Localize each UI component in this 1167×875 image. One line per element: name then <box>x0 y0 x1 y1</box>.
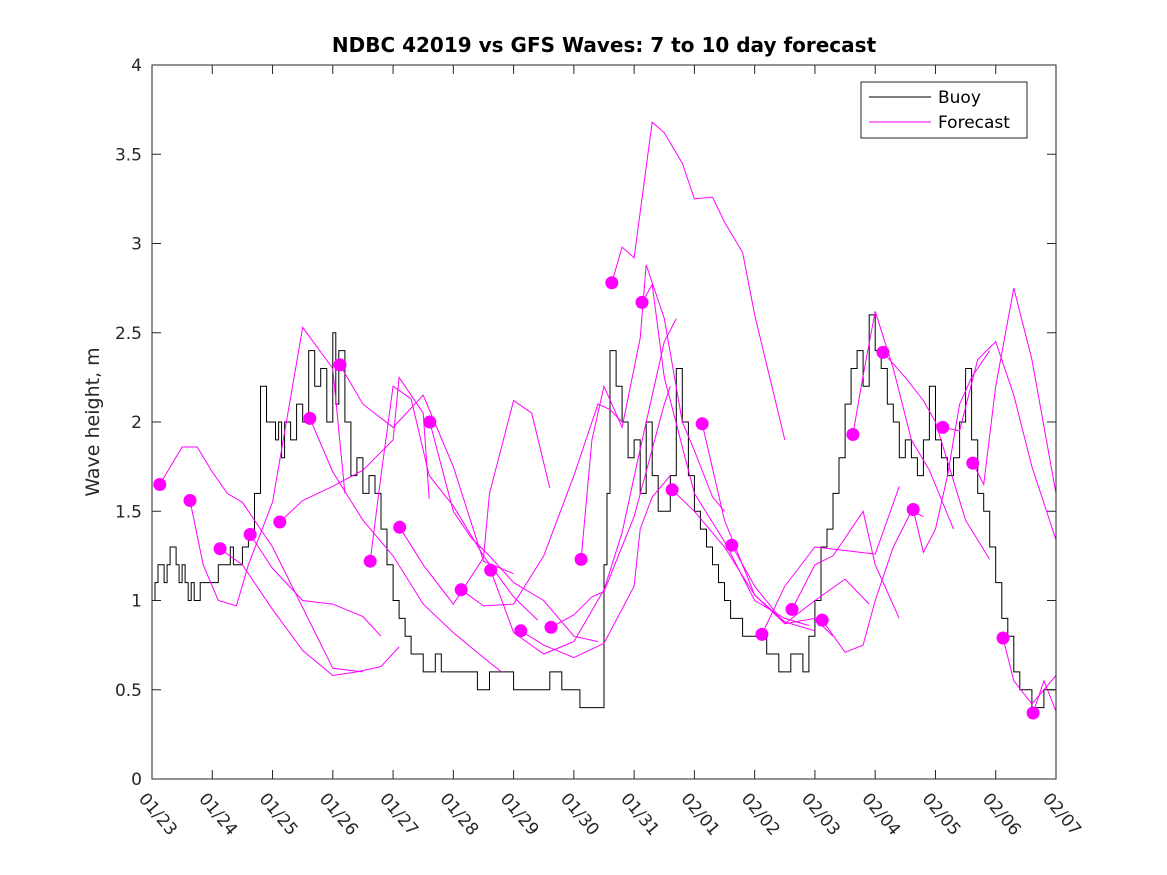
forecast-line-14 <box>550 386 671 628</box>
forecast-line-6 <box>309 418 502 673</box>
y-tick-label: 1.5 <box>115 502 142 522</box>
forecast-line-9 <box>399 399 551 605</box>
forecast-line-10 <box>429 421 599 643</box>
forecast-start-marker-22 <box>785 602 799 616</box>
forecast-start-marker-3 <box>213 542 227 556</box>
forecast-start-marker-29 <box>996 631 1010 645</box>
legend-label-buoy: Buoy <box>938 88 981 108</box>
forecast-start-marker-1 <box>153 478 167 491</box>
forecast-start-marker-19 <box>695 417 709 431</box>
forecast-line-21 <box>761 486 900 635</box>
forecast-start-marker-30 <box>1026 706 1040 720</box>
forecast-line-11 <box>460 403 623 607</box>
forecast-start-marker-10 <box>423 415 437 429</box>
forecast-start-marker-18 <box>665 483 679 497</box>
forecast-line-12 <box>490 318 677 655</box>
y-tick-label: 3 <box>131 235 142 255</box>
y-tick-label: 4 <box>131 56 142 76</box>
forecast-line-13 <box>520 475 671 659</box>
forecast-line-18 <box>671 489 816 632</box>
forecast-start-marker-16 <box>605 276 619 290</box>
forecast-start-marker-8 <box>363 554 377 568</box>
y-tick-label: 2.5 <box>115 324 142 344</box>
forecast-line-16 <box>611 121 786 441</box>
forecast-start-marker-15 <box>574 552 588 566</box>
forecast-start-marker-6 <box>303 411 317 425</box>
forecast-line-28 <box>972 287 1056 494</box>
chart-title: NDBC 42019 vs GFS Waves: 7 to 10 day for… <box>332 33 877 57</box>
forecast-start-marker-17 <box>635 295 649 309</box>
forecast-line-8 <box>369 385 539 621</box>
forecast-start-marker-24 <box>846 428 860 441</box>
forecast-line-15 <box>580 264 725 560</box>
forecast-start-marker-13 <box>514 624 528 638</box>
forecast-line-27 <box>942 340 1056 540</box>
forecast-start-marker-28 <box>966 456 980 470</box>
forecast-line-3 <box>219 548 400 677</box>
forecast-start-marker-25 <box>876 345 890 359</box>
buoy-line <box>152 314 1056 709</box>
forecast-start-marker-27 <box>936 420 950 434</box>
forecast-start-marker-26 <box>906 503 920 516</box>
forecast-start-marker-23 <box>815 613 829 627</box>
series-layer <box>152 121 1056 720</box>
forecast-line-24 <box>852 311 954 530</box>
forecast-start-marker-7 <box>333 358 347 372</box>
y-tick-label: 0.5 <box>115 681 142 701</box>
forecast-start-marker-14 <box>544 620 558 634</box>
forecast-start-marker-5 <box>273 515 287 529</box>
forecast-line-29 <box>1002 637 1056 705</box>
y-tick-label: 2 <box>131 413 142 433</box>
y-tick-label: 1 <box>131 592 142 612</box>
forecast-start-marker-9 <box>393 520 407 534</box>
forecast-line-25 <box>882 352 991 560</box>
forecast-start-marker-11 <box>454 583 468 597</box>
forecast-start-marker-12 <box>484 563 498 577</box>
forecast-line-4 <box>249 534 382 637</box>
forecast-start-marker-20 <box>725 538 739 552</box>
forecast-line-20 <box>731 544 870 625</box>
forecast-line-22 <box>791 510 900 619</box>
forecast-line-30 <box>1032 679 1056 714</box>
y-tick-label: 3.5 <box>115 145 142 165</box>
y-tick-label: 0 <box>131 770 142 790</box>
legend: Buoy Forecast <box>860 81 1028 139</box>
forecast-line-7 <box>339 364 514 575</box>
forecast-start-marker-2 <box>183 494 197 507</box>
legend-label-forecast: Forecast <box>938 113 1010 133</box>
forecast-line-26 <box>912 350 991 554</box>
forecast-line-17 <box>641 283 810 626</box>
forecast-line-5 <box>279 375 430 523</box>
forecast-start-marker-21 <box>755 627 769 641</box>
legend-box <box>860 81 1028 139</box>
forecast-start-marker-4 <box>243 528 257 541</box>
y-axis-label: Wave height, m <box>82 347 104 496</box>
forecast-line-2 <box>189 326 346 607</box>
forecast-line-1 <box>159 446 363 673</box>
